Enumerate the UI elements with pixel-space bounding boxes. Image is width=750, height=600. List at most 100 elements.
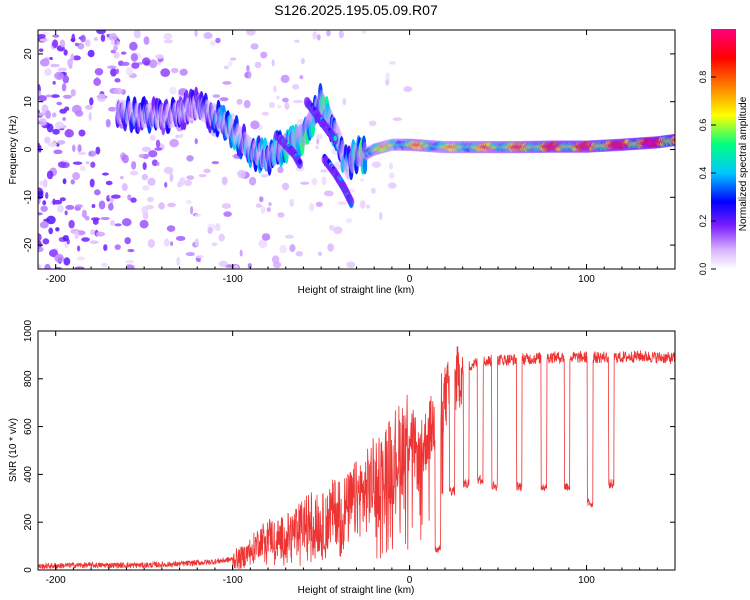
noise-blob — [38, 212, 43, 216]
noise-blob — [342, 98, 347, 106]
noise-blob — [186, 175, 195, 180]
noise-blob — [198, 173, 207, 178]
noise-blob — [237, 169, 246, 179]
noise-blob — [142, 162, 147, 170]
noise-blob — [131, 161, 137, 170]
noise-blob — [370, 187, 376, 194]
noise-blob — [170, 67, 179, 74]
noise-blob — [38, 263, 42, 269]
noise-blob — [113, 45, 118, 52]
colorbar-tick-label: 0.0 — [698, 263, 708, 276]
branch-mark — [298, 158, 302, 165]
noise-blob — [175, 235, 186, 241]
noise-blob — [141, 173, 149, 181]
noise-blob — [38, 191, 44, 200]
noise-blob — [44, 68, 52, 76]
snr-y-label: SNR (10 * v/v) — [8, 418, 19, 482]
colorbar-tick-label: 0.8 — [698, 71, 708, 84]
noise-blob — [77, 151, 87, 155]
noise-blob — [93, 37, 98, 41]
noise-blob — [308, 203, 315, 212]
noise-blob — [130, 197, 137, 203]
snr-y-tick-label: 600 — [23, 418, 34, 435]
noise-blob — [87, 49, 95, 58]
noise-blob — [70, 53, 75, 61]
noise-blob — [215, 37, 221, 44]
spectrogram-y-tick-label: -10 — [23, 190, 34, 205]
noise-blob — [360, 178, 364, 183]
noise-blob — [243, 99, 251, 109]
noise-blob — [268, 202, 272, 206]
noise-blob — [254, 61, 262, 69]
noise-blob — [52, 128, 60, 135]
noise-blob — [385, 72, 390, 81]
noise-blob — [88, 150, 97, 157]
noise-blob — [42, 179, 48, 188]
noise-blob — [57, 204, 64, 213]
noise-blob — [124, 237, 131, 245]
noise-blob — [156, 161, 160, 166]
noise-blob — [209, 40, 217, 46]
noise-blob — [39, 180, 44, 186]
noise-blob — [107, 202, 114, 211]
noise-blob — [169, 173, 174, 182]
noise-blob — [39, 221, 49, 229]
snr-y-tick-label: 0 — [23, 567, 34, 573]
noise-blob — [317, 251, 323, 256]
spectrogram-y-tick-label: 20 — [23, 48, 34, 60]
noise-blob — [261, 111, 270, 116]
noise-blob — [45, 192, 49, 200]
noise-blob — [337, 201, 347, 206]
noise-blob — [95, 146, 101, 155]
snr-x-tick-label: -200 — [46, 575, 66, 586]
noise-blob — [105, 118, 111, 128]
noise-blob — [42, 200, 47, 206]
colorbar-tick-label: 0.4 — [698, 167, 708, 180]
snr-x-tick-label: 0 — [407, 575, 413, 586]
noise-blob — [107, 65, 117, 69]
noise-blob — [379, 212, 383, 221]
noise-blob — [53, 149, 63, 155]
noise-blob — [163, 238, 170, 247]
noise-blob — [102, 172, 109, 176]
noise-blob — [74, 42, 80, 47]
noise-blob — [260, 174, 269, 178]
noise-blob — [74, 110, 84, 117]
noise-blob — [100, 34, 106, 42]
noise-blob — [56, 101, 63, 106]
noise-blob — [211, 242, 218, 247]
branch-mark — [349, 202, 353, 208]
noise-blob — [315, 145, 319, 150]
noise-blob — [277, 104, 282, 109]
noise-blob — [359, 200, 366, 209]
noise-blob — [211, 161, 220, 165]
noise-blob — [108, 33, 118, 41]
noise-blob — [46, 215, 56, 225]
noise-blob — [81, 237, 90, 242]
noise-blob — [113, 87, 123, 95]
snr-series-line — [38, 346, 675, 570]
noise-blob — [163, 39, 174, 44]
noise-blob — [38, 48, 44, 53]
noise-blob — [282, 97, 289, 103]
spectrogram-y-tick-label: 0 — [23, 146, 34, 152]
noise-blob — [91, 203, 96, 209]
spectrogram-x-tick-label: -100 — [223, 274, 243, 285]
noise-blob — [76, 256, 86, 261]
noise-blob — [320, 169, 328, 173]
noise-blob — [388, 182, 397, 189]
noise-blob — [250, 120, 260, 130]
noise-blob — [48, 142, 57, 148]
noise-blob — [365, 204, 371, 209]
noise-blob — [219, 97, 229, 102]
noise-blob — [158, 202, 165, 210]
noise-blob — [326, 30, 331, 37]
noise-blob — [90, 161, 96, 168]
noise-blob — [114, 78, 121, 83]
noise-blob — [138, 153, 146, 159]
noise-blob — [70, 38, 76, 42]
noise-blob — [71, 144, 76, 152]
spectrogram-y-tick-label: -20 — [23, 237, 34, 252]
noise-blob — [52, 80, 56, 85]
